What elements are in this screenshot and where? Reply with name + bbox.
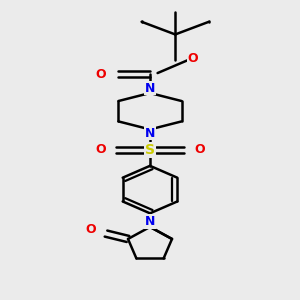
Text: O: O	[95, 68, 106, 80]
Text: O: O	[95, 143, 106, 157]
Text: O: O	[194, 143, 205, 157]
Text: N: N	[145, 127, 155, 140]
Text: N: N	[145, 215, 155, 228]
Text: S: S	[145, 143, 155, 157]
Text: O: O	[85, 224, 96, 236]
Text: N: N	[145, 82, 155, 95]
Text: O: O	[188, 52, 198, 65]
